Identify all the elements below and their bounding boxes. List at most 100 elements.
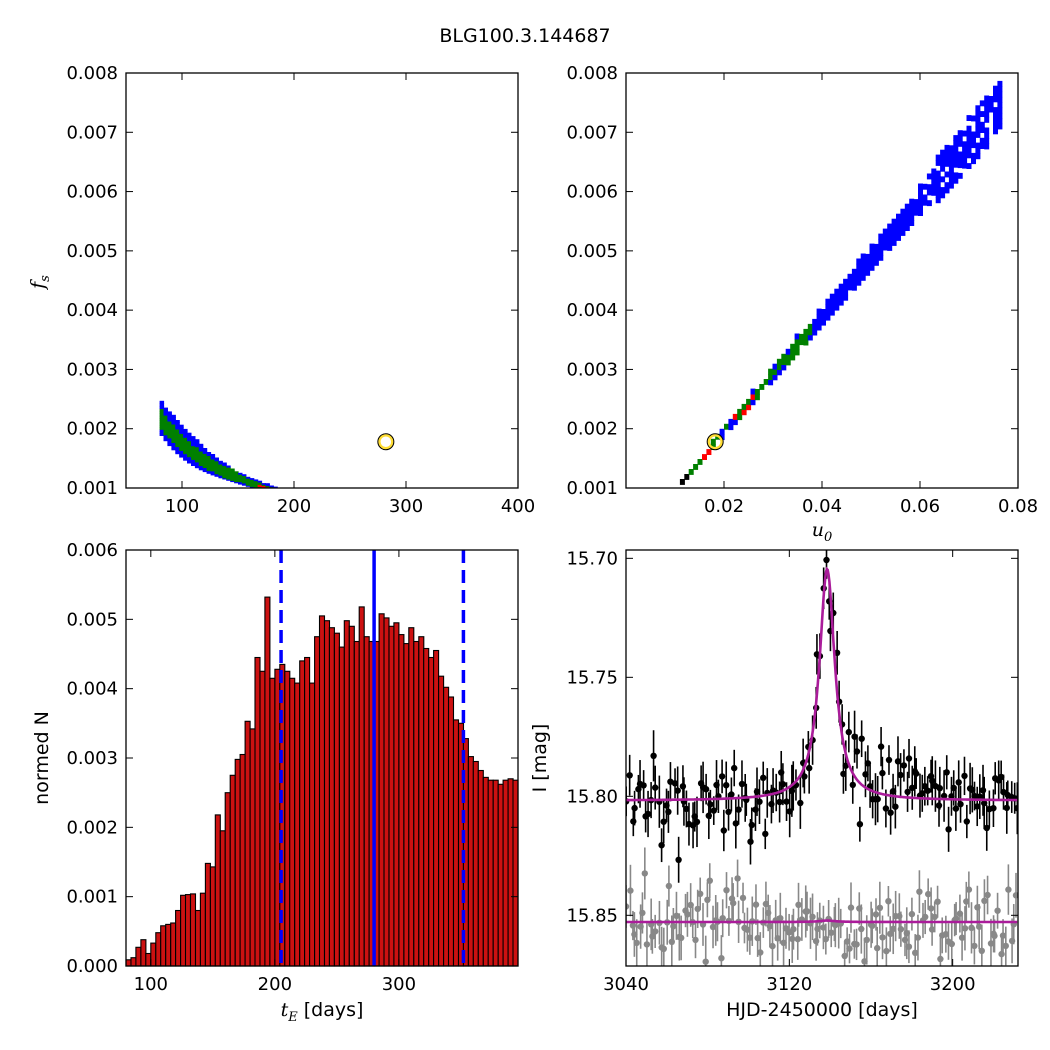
heatmap-cell [900,219,906,226]
y-tick-label: 0.001 [566,478,618,499]
heatmap-cell [975,121,981,128]
heatmap-cell [489,519,494,520]
heatmap-cell [501,521,506,522]
heatmap-cell [269,485,274,488]
heatmap-cell [167,427,172,431]
heatmap-cell [741,409,747,416]
heatmap-cell [477,519,482,520]
heatmap-cell [489,518,494,519]
heatmap-cell [383,510,388,511]
x-tick-label: 0.06 [900,496,940,517]
heatmap-cell [230,477,235,480]
heatmap-cell [754,394,760,401]
data-point [847,904,855,911]
x-tick-label: 0.02 [704,496,744,517]
heatmap-cell [340,505,345,506]
heatmap-cell [214,466,219,469]
x-tick-label: 100 [165,496,199,517]
heatmap-cell [966,125,972,132]
histogram-bar [333,632,340,967]
heatmap-cell [430,515,435,516]
heatmap-cell [948,172,954,178]
heatmap-cell [363,509,368,510]
data-point [692,936,699,944]
heatmap-cell [896,229,901,236]
heatmap-cell [230,475,235,478]
heatmap-cell [489,520,494,521]
histogram-bar [125,959,132,967]
heatmap-cell [167,435,172,439]
data-point [809,913,816,920]
heatmap-cell [340,505,345,506]
data-point [968,924,975,931]
heatmap-cell [352,506,357,507]
histogram-bar [224,792,231,967]
heatmap-cell [904,209,910,215]
heatmap-cell [336,503,341,504]
heatmap-cell [269,489,274,491]
heatmap-cell [505,518,510,519]
data-point [872,911,880,918]
heatmap-cell [485,520,490,521]
heatmap-cell [935,186,941,193]
heatmap-cell [191,457,196,460]
heatmap-cell [497,518,502,519]
heatmap-cell [226,472,231,475]
heatmap-cell [516,521,521,522]
heatmap-cell [856,263,862,270]
heatmap-cell [206,463,212,466]
heatmap-cell [191,456,196,459]
heatmap-cell [194,439,200,442]
data-point [887,930,894,938]
heatmap-cell [210,470,216,473]
heatmap-cell [281,491,286,493]
heatmap-cell [352,508,357,509]
data-point [627,887,634,894]
heatmap-cell [882,239,888,246]
data-point [823,556,830,564]
heatmap-cell [218,468,223,471]
histogram-bar [467,756,474,967]
heatmap-cell [183,458,188,461]
heatmap-cell [344,502,349,503]
heatmap-cell [944,160,950,167]
heatmap-cell [438,516,443,517]
histogram-bar [452,719,460,967]
heatmap-cell [957,151,963,158]
heatmap-cell [316,501,321,502]
heatmap-cell [776,364,782,370]
y-tick-label: 15.85 [566,905,618,926]
heatmap-cell [313,498,318,500]
heatmap-cell [702,454,707,460]
heatmap-cell [249,478,255,480]
data-point [883,947,890,955]
heatmap-cell [497,519,502,520]
heatmap-cell [230,472,235,475]
heatmap-cell [167,413,172,417]
heatmap-cell [218,473,223,476]
heatmap-cell [816,319,822,326]
histogram-bar [403,643,410,967]
data-point [879,934,886,941]
heatmap-cell [175,441,180,444]
heatmap-cell [356,505,361,506]
data-point [752,901,760,908]
x-tick-label: 300 [382,974,416,995]
heatmap-cell [966,115,972,121]
heatmap-cell [222,472,227,475]
data-point [853,941,860,948]
heatmap-cell [847,273,853,280]
heatmap-cell [210,472,216,474]
heatmap-cell [269,486,274,488]
heatmap-cell [179,431,184,434]
heatmap-cell [241,482,247,485]
histogram-bar [418,636,425,967]
data-point [971,942,978,950]
heatmap-cell [434,517,439,518]
data-point [882,805,890,812]
histogram-bar [199,892,206,967]
histogram-bar [492,779,499,967]
heatmap-cell [891,229,897,236]
heatmap-cell [878,254,884,261]
